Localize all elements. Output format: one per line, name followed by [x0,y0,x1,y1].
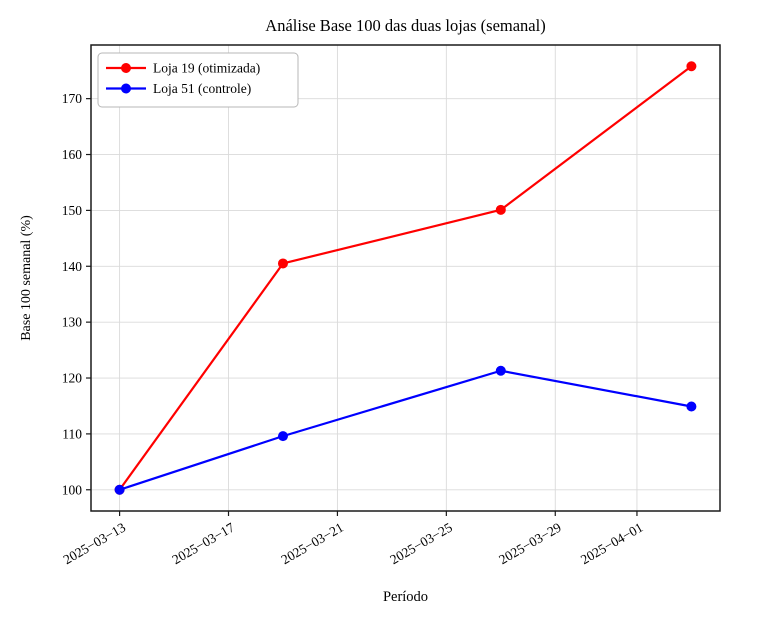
data-point [277,431,288,442]
y-tick-label: 150 [62,203,83,218]
y-tick-label: 130 [62,315,83,330]
data-point [495,204,506,215]
legend-box [97,52,299,108]
data-point [114,484,125,495]
data-point [686,401,697,412]
y-axis-label: Base 100 semanal (%) [19,215,34,341]
y-tick-label: 120 [62,371,83,386]
legend-sample-marker [121,83,131,94]
data-point [495,365,506,376]
y-tick-label: 140 [62,259,83,274]
y-tick-label: 160 [62,147,83,162]
data-point [686,61,697,72]
y-tick-label: 100 [62,482,83,497]
legend-entry-label: Loja 51 (controle) [153,81,251,96]
data-point [277,258,288,269]
legend-entry-label: Loja 19 (otimizada) [153,61,260,76]
legend-sample-marker [121,63,131,73]
series-line [119,369,692,491]
y-tick-label: 110 [62,426,82,441]
chart-title: Análise Base 100 das duas lojas (semanal… [265,16,546,35]
y-tick-label: 170 [62,91,83,106]
legend: Loja 19 (otimizada) Loja 51 (controle) [97,52,299,108]
plot-border [90,44,721,512]
series-line [118,65,693,491]
x-axis-label: Período [382,589,429,605]
